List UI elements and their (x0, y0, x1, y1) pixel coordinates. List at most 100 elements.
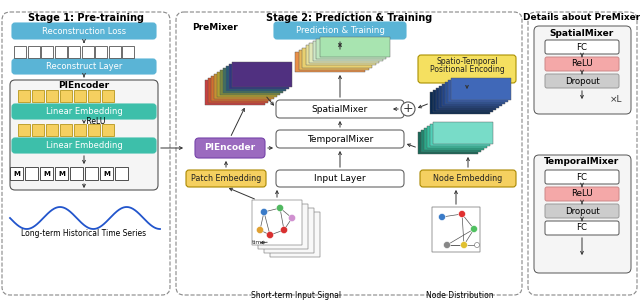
Bar (68, 46, 80, 58)
Bar (46, 124, 58, 136)
Bar (18, 124, 30, 136)
Bar (205, 80, 265, 105)
Bar (74, 90, 86, 102)
Bar (115, 167, 128, 180)
Text: FC: FC (577, 223, 588, 233)
Bar (211, 76, 271, 101)
Bar (100, 167, 113, 180)
Bar (74, 124, 86, 136)
Text: FC: FC (577, 43, 588, 51)
Bar (448, 80, 508, 102)
FancyBboxPatch shape (195, 138, 265, 158)
Text: SpatialMixer: SpatialMixer (312, 105, 368, 113)
Bar (14, 46, 26, 58)
FancyBboxPatch shape (252, 200, 302, 245)
FancyBboxPatch shape (276, 130, 404, 148)
FancyBboxPatch shape (545, 204, 619, 218)
Bar (433, 122, 493, 144)
Text: Reconstruct Layer: Reconstruct Layer (46, 62, 122, 71)
FancyBboxPatch shape (545, 221, 619, 235)
Bar (28, 46, 40, 58)
Bar (55, 167, 68, 180)
Bar (46, 90, 58, 102)
Text: ReLU: ReLU (571, 60, 593, 68)
FancyBboxPatch shape (418, 55, 516, 83)
Bar (54, 46, 67, 58)
Circle shape (438, 213, 445, 220)
Bar (102, 124, 114, 136)
Bar (424, 128, 484, 150)
Bar (439, 86, 499, 108)
Bar (316, 39, 386, 59)
FancyBboxPatch shape (264, 208, 314, 253)
Text: M: M (13, 171, 20, 177)
FancyBboxPatch shape (276, 170, 404, 187)
FancyBboxPatch shape (12, 104, 156, 119)
Circle shape (289, 215, 296, 222)
Text: TemporalMixer: TemporalMixer (545, 157, 620, 167)
Bar (436, 88, 496, 110)
Bar (418, 132, 478, 154)
Bar (430, 92, 490, 114)
Bar (442, 84, 502, 106)
Bar (433, 90, 493, 112)
FancyBboxPatch shape (258, 204, 308, 249)
Bar (295, 52, 365, 72)
Text: Long-term Historical Time Series: Long-term Historical Time Series (21, 230, 147, 239)
Text: Short-term Input Signal: Short-term Input Signal (251, 291, 341, 299)
Bar (226, 66, 286, 91)
FancyBboxPatch shape (186, 170, 266, 187)
Bar (214, 74, 274, 99)
FancyBboxPatch shape (12, 138, 156, 153)
Bar (85, 167, 98, 180)
Text: M: M (43, 171, 50, 177)
Text: ×L: ×L (610, 95, 622, 105)
Circle shape (470, 226, 477, 233)
FancyBboxPatch shape (276, 100, 404, 118)
Text: M: M (103, 171, 110, 177)
Text: Reconstruction Loss: Reconstruction Loss (42, 26, 126, 36)
Text: M: M (58, 171, 65, 177)
Circle shape (280, 226, 287, 233)
FancyBboxPatch shape (420, 170, 516, 187)
Bar (223, 68, 283, 93)
Text: Spatio-Temporal: Spatio-Temporal (436, 57, 498, 67)
Circle shape (458, 210, 465, 217)
Bar (305, 45, 376, 65)
FancyBboxPatch shape (545, 170, 619, 184)
FancyBboxPatch shape (534, 26, 631, 114)
Circle shape (474, 243, 479, 247)
FancyBboxPatch shape (12, 23, 156, 39)
Text: Linear Embedding: Linear Embedding (45, 141, 122, 150)
Text: time: time (252, 240, 266, 244)
Bar (25, 167, 38, 180)
FancyBboxPatch shape (545, 57, 619, 71)
FancyBboxPatch shape (534, 155, 631, 273)
Bar (208, 78, 268, 103)
Bar (95, 46, 107, 58)
Bar (32, 90, 44, 102)
Circle shape (461, 241, 467, 248)
Text: ReLU: ReLU (571, 189, 593, 199)
Text: Prediction & Training: Prediction & Training (296, 26, 385, 35)
Bar (217, 72, 277, 97)
FancyBboxPatch shape (432, 207, 480, 252)
Bar (60, 124, 72, 136)
Bar (32, 124, 44, 136)
Bar (10, 167, 23, 180)
Text: Patch Embedding: Patch Embedding (191, 174, 261, 183)
Bar (430, 124, 490, 146)
Bar (232, 62, 292, 87)
Bar (40, 167, 53, 180)
Bar (427, 126, 487, 148)
Text: +: + (403, 102, 413, 116)
FancyBboxPatch shape (270, 212, 320, 257)
Bar (451, 78, 511, 100)
Text: SpatialMixer: SpatialMixer (550, 29, 614, 37)
Text: Stage 1: Pre-training: Stage 1: Pre-training (28, 13, 144, 23)
Bar (70, 167, 83, 180)
Text: Node Distribution: Node Distribution (426, 291, 494, 299)
Text: TemporalMixer: TemporalMixer (307, 134, 373, 143)
Bar (309, 43, 379, 63)
Text: Dropout: Dropout (564, 206, 600, 216)
